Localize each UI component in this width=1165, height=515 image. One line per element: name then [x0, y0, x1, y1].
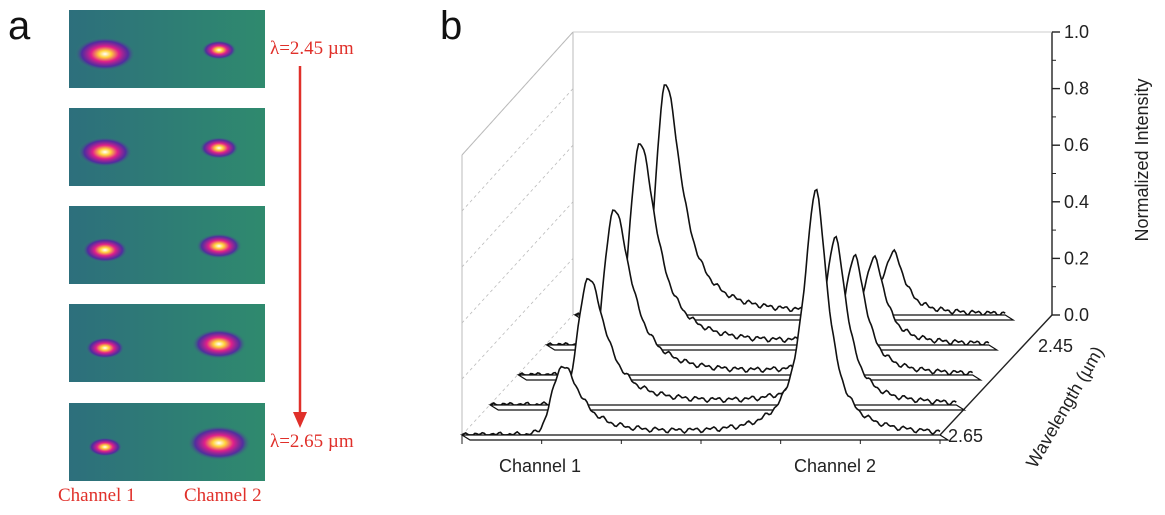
y-tick-label: 1.0 — [1064, 22, 1089, 42]
category-label-channel2: Channel 2 — [794, 456, 876, 476]
z-axis-label: Wavelength (µm) — [1022, 343, 1108, 471]
mode-image-5 — [69, 403, 265, 481]
channel1-spot — [74, 37, 136, 71]
z-tick-label-bottom: 2.65 — [948, 426, 983, 446]
wavelength-end-label: λ=2.65 µm — [270, 431, 354, 452]
mode-image-2 — [69, 108, 265, 186]
channel2-spot — [199, 137, 239, 159]
channel1-caption: Channel 1 — [58, 485, 136, 506]
channel1-spot — [77, 136, 133, 168]
series-fill — [490, 236, 957, 405]
category-label-channel1: Channel 1 — [499, 456, 581, 476]
channel2-spot — [191, 328, 247, 360]
panel-a-label: a — [8, 4, 31, 48]
y-tick-label: 0.6 — [1064, 135, 1089, 155]
mode-image-3 — [69, 206, 265, 284]
grid-line — [461, 31, 574, 156]
channel2-spot — [195, 233, 243, 259]
y-axis-label: Normalized Intensity — [1132, 78, 1152, 241]
series-fill — [518, 210, 973, 375]
series-fill — [462, 189, 940, 435]
channel1-spot — [81, 237, 129, 263]
z-tick-label-top: 2.45 — [1038, 336, 1073, 356]
chart-frame — [461, 31, 1060, 444]
series-fill — [546, 144, 989, 345]
channel1-spot — [87, 437, 123, 457]
wavelength-start-label: λ=2.45 µm — [270, 38, 354, 59]
waterfall-chart: Normalized Intensity Wavelength (µm) Cha… — [459, 22, 1152, 476]
wavelength-arrow — [293, 66, 307, 428]
grid-line — [461, 258, 574, 380]
channel2-caption: Channel 2 — [184, 485, 262, 506]
y-tick-label: 0.2 — [1064, 248, 1089, 268]
grid-line — [461, 201, 574, 324]
y-tick-label: 0.4 — [1064, 192, 1089, 212]
series-line — [461, 188, 941, 436]
y-tick-label: 0.8 — [1064, 79, 1089, 99]
y-tick-label: 0.0 — [1064, 305, 1089, 325]
mode-image-4 — [69, 304, 265, 382]
series-fill — [575, 85, 1006, 315]
channel1-spot — [85, 337, 125, 359]
chart-series-group — [459, 84, 1016, 441]
z-axis-line — [939, 314, 1053, 436]
channel2-spot — [187, 425, 251, 461]
channel2-spot — [201, 40, 237, 60]
grid-line — [461, 144, 574, 268]
panel-b-label: b — [440, 4, 463, 48]
series-baseline — [459, 434, 951, 441]
grid-line — [461, 88, 574, 212]
mode-image-1 — [69, 10, 265, 88]
